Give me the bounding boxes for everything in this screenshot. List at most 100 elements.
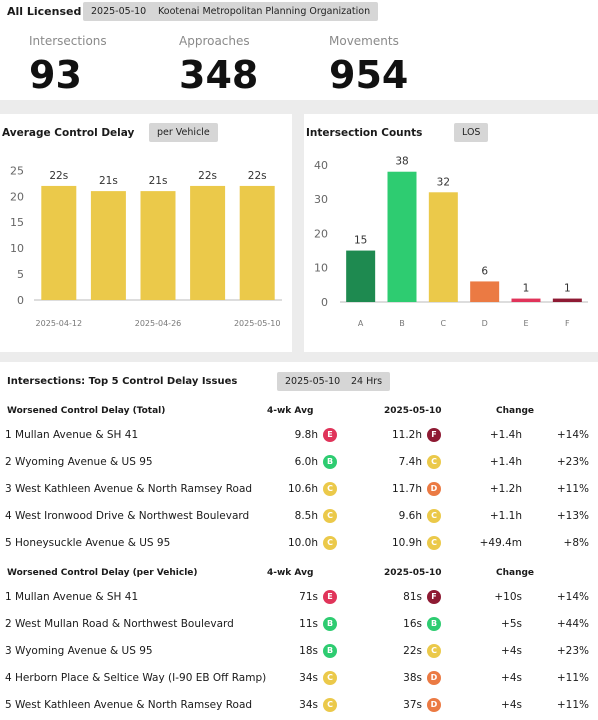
los-bar-label: 1 (523, 283, 530, 295)
los-badge: B (323, 617, 337, 631)
table-row[interactable]: 4 West Ironwood Drive & Northwest Boulev… (0, 503, 598, 530)
change-percent: +14% (556, 591, 589, 603)
los-badge: D (427, 671, 441, 685)
four-week-avg-value: 34s (299, 672, 318, 684)
y-tick-label: 15 (10, 216, 24, 229)
x-tick-label: 2025-04-12 (36, 319, 83, 328)
stat-approaches-label: Approaches (179, 34, 250, 48)
los-bar-c[interactable] (428, 192, 458, 302)
los-badge: C (427, 644, 441, 658)
organization-filter-tag[interactable]: Kootenai Metropolitan Planning Organizat… (150, 2, 379, 21)
current-value: 81s (403, 591, 422, 603)
los-badge: C (323, 509, 337, 523)
change-percent: +8% (563, 537, 589, 549)
los-badge: C (427, 509, 441, 523)
los-badge: E (323, 590, 337, 604)
column-header-change: Change (496, 568, 535, 578)
intersection-name: 3 Wyoming Avenue & US 95 (5, 645, 153, 657)
change-value: +1.2h (489, 483, 522, 495)
delay-bar[interactable] (140, 191, 176, 300)
table-date-tag[interactable]: 2025-05-10 (277, 372, 349, 391)
table-row[interactable]: 2 Wyoming Avenue & US 95 6.0h 7.4h +1.4h +23… (0, 449, 598, 476)
counts-chart-title: Intersection Counts (306, 127, 423, 139)
los-bar-label: 6 (481, 265, 488, 277)
table-row[interactable]: 3 Wyoming Avenue & US 95 18s 22s +4s +23% B C (0, 638, 598, 665)
los-badge: B (427, 617, 441, 631)
current-value: 7.4h (398, 456, 422, 468)
los-count-bar-chart: 0 10 20 30 40 15 A 38 B 32 C 6 D 1 E 1 F (314, 156, 588, 328)
intersection-name: 4 West Ironwood Drive & Northwest Boulev… (5, 510, 250, 522)
current-value: 38s (403, 672, 422, 684)
table-row[interactable]: 1 Mullan Avenue & SH 41 71s 81s +10s +14% E F (0, 584, 598, 611)
y-tick-label: 40 (314, 159, 328, 172)
four-week-avg-value: 71s (299, 591, 318, 603)
section-heading: Worsened Control Delay (per Vehicle) (7, 568, 198, 578)
y-tick-label: 30 (314, 193, 328, 206)
delay-bar-label: 22s (49, 170, 68, 182)
los-bar-f[interactable] (552, 298, 582, 302)
stat-intersections-value: 93 (29, 53, 82, 97)
current-value: 9.6h (398, 510, 422, 522)
table-row[interactable]: 5 West Kathleen Avenue & North Ramsey Ro… (0, 692, 598, 719)
delay-bar-label: 21s (99, 175, 118, 187)
delay-bar-label: 22s (248, 170, 267, 182)
los-bar-e[interactable] (511, 298, 541, 302)
los-bar-a[interactable] (346, 250, 376, 302)
delay-bar-chart: 0 5 10 15 20 25 22s 2025-04-12 21s 21s 2025-04-26 2… (10, 164, 282, 328)
date-filter-tag[interactable]: 2025-05-10 (83, 2, 155, 21)
y-tick-label: 0 (17, 294, 24, 307)
delay-bar[interactable] (41, 185, 77, 300)
change-percent: +11% (556, 699, 589, 711)
los-bar-label: 1 (564, 283, 571, 295)
los-bar-b[interactable] (387, 171, 417, 302)
delay-bar-label: 22s (198, 170, 217, 182)
intersection-name: 2 West Mullan Road & Northwest Boulevard (5, 618, 234, 630)
four-week-avg-value: 10.6h (287, 483, 318, 495)
table-row[interactable]: 4 Herborn Place & Seltice Way (I-90 EB O… (0, 665, 598, 692)
los-badge: C (427, 536, 441, 550)
stat-approaches-value: 348 (179, 53, 259, 97)
change-value: +1.1h (489, 510, 522, 522)
license-filter-title[interactable]: All Licensed (7, 5, 82, 18)
column-header-date: 2025-05-10 (384, 568, 442, 578)
los-badge: C (323, 482, 337, 496)
stat-movements-label: Movements (329, 34, 399, 48)
los-badge: D (427, 698, 441, 712)
delay-bar[interactable] (90, 191, 126, 300)
delay-bar[interactable] (190, 185, 226, 300)
current-value: 11.2h (391, 429, 422, 441)
four-week-avg-value: 34s (299, 699, 318, 711)
stat-intersections-label: Intersections (29, 34, 107, 48)
x-tick-label: E (523, 319, 528, 328)
x-tick-label: B (399, 319, 405, 328)
section-heading: Worsened Control Delay (Total) (7, 406, 166, 416)
table-row[interactable]: 3 West Kathleen Avenue & North Ramsey Ro… (0, 476, 598, 503)
intersection-name: 5 West Kathleen Avenue & North Ramsey Ro… (5, 699, 253, 711)
los-badge: F (427, 428, 441, 442)
los-tag[interactable]: LOS (454, 123, 489, 142)
los-bar-label: 15 (354, 235, 367, 247)
table-row[interactable]: 5 Honeysuckle Avenue & US 95 10.0h 10.9h +4… (0, 530, 598, 557)
los-bar-d[interactable] (470, 281, 500, 302)
los-badge: B (323, 455, 337, 469)
column-header-4wk-avg: 4-wk Avg (267, 406, 314, 416)
change-percent: +23% (556, 456, 589, 468)
change-value: +5s (501, 618, 522, 630)
table-period-tag[interactable]: 24 Hrs (343, 372, 391, 391)
x-tick-label: F (565, 319, 570, 328)
current-value: 22s (403, 645, 422, 657)
current-value: 11.7h (391, 483, 422, 495)
current-value: 10.9h (391, 537, 422, 549)
los-badge: C (323, 671, 337, 685)
four-week-avg-value: 9.8h (294, 429, 318, 441)
current-value: 16s (403, 618, 422, 630)
y-tick-label: 20 (314, 227, 328, 240)
y-tick-label: 0 (321, 296, 328, 309)
delay-bar[interactable] (239, 185, 275, 300)
top-issues-table: Intersections: Top 5 Control Delay Issue… (0, 362, 598, 720)
four-week-avg-value: 10.0h (287, 537, 318, 549)
stat-movements-value: 954 (329, 53, 409, 97)
table-row[interactable]: 1 Mullan Avenue & SH 41 9.8h 11.2h +1.4h +14… (0, 422, 598, 449)
table-row[interactable]: 2 West Mullan Road & Northwest Boulevard… (0, 611, 598, 638)
per-vehicle-tag[interactable]: per Vehicle (149, 123, 218, 142)
